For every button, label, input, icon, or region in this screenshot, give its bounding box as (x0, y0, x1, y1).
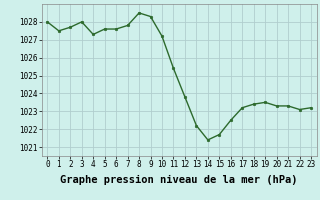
X-axis label: Graphe pression niveau de la mer (hPa): Graphe pression niveau de la mer (hPa) (60, 175, 298, 185)
